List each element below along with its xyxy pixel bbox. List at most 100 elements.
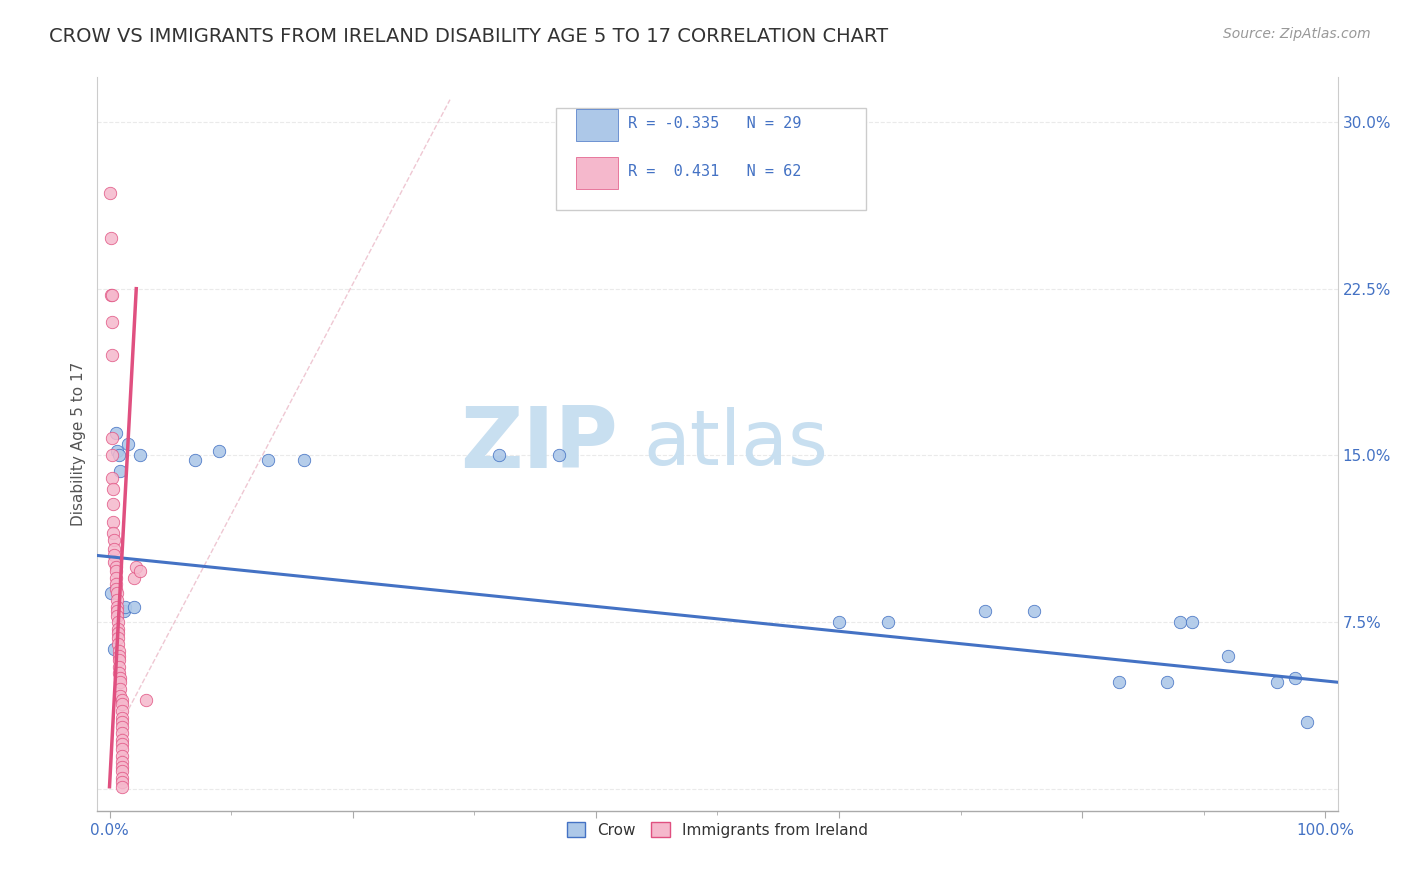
Point [103,541,125,556]
Point [105,444,128,458]
Point [108,653,131,667]
Point [101,515,124,529]
Point [101,348,124,362]
FancyBboxPatch shape [576,157,619,189]
Text: R =  0.431   N = 62: R = 0.431 N = 62 [628,164,801,179]
Point [110,464,132,478]
Point [108,659,131,673]
Point [208,444,231,458]
Point [1265,675,1288,690]
Point [129,564,152,578]
Point [183,453,205,467]
Point [107,626,129,640]
Point [111,780,134,794]
Point [111,760,134,774]
Text: ZIP: ZIP [461,403,619,486]
Point [108,644,131,658]
Point [828,615,851,630]
Point [101,315,124,329]
Point [112,604,135,618]
FancyBboxPatch shape [557,108,866,210]
Point [111,748,134,763]
Point [111,733,134,747]
Point [111,704,134,718]
Point [100,230,122,244]
Point [105,593,128,607]
Point [101,470,124,484]
Point [111,775,134,789]
Point [110,681,132,696]
Point [100,288,122,302]
Point [107,631,129,645]
Point [105,604,128,618]
Point [876,615,898,630]
Y-axis label: Disability Age 5 to 17: Disability Age 5 to 17 [72,362,86,526]
Point [108,449,131,463]
Point [98,186,121,200]
Point [110,689,132,703]
Point [1108,675,1130,690]
Point [108,648,131,663]
Point [1156,675,1178,690]
Point [103,555,125,569]
Point [104,564,127,578]
Point [105,586,128,600]
Point [111,764,134,779]
Point [1296,715,1319,730]
Point [107,622,129,636]
Point [111,720,134,734]
Point [110,671,132,685]
Point [292,453,315,467]
Text: Source: ZipAtlas.com: Source: ZipAtlas.com [1223,27,1371,41]
Point [111,742,134,756]
Point [122,599,145,614]
Point [108,666,131,681]
Point [103,641,125,656]
Point [125,559,148,574]
Point [974,604,997,618]
Point [101,497,124,511]
Point [114,599,136,614]
Point [256,453,278,467]
Point [105,599,128,614]
Point [111,738,134,752]
Legend: Crow, Immigrants from Ireland: Crow, Immigrants from Ireland [561,815,875,844]
Text: atlas: atlas [643,408,828,482]
Point [107,615,129,630]
Point [104,426,127,441]
Point [111,756,134,770]
Point [103,533,125,547]
Point [111,693,134,707]
Point [104,571,127,585]
Point [101,431,124,445]
Point [101,449,124,463]
Point [122,571,145,585]
Point [104,559,127,574]
Point [101,482,124,496]
Point [107,637,129,651]
Point [1218,648,1240,663]
Point [129,449,152,463]
Point [105,608,128,623]
Point [111,698,134,712]
Point [1284,671,1306,685]
Point [111,715,134,730]
Text: R = -0.335   N = 29: R = -0.335 N = 29 [628,116,801,131]
Point [1181,615,1204,630]
Point [1022,604,1045,618]
Point [101,526,124,541]
Point [135,693,157,707]
Point [1168,615,1191,630]
Point [103,549,125,563]
Point [104,582,127,596]
Point [111,711,134,725]
Point [117,437,139,451]
FancyBboxPatch shape [576,109,619,141]
Point [111,771,134,785]
Point [488,449,510,463]
Text: CROW VS IMMIGRANTS FROM IRELAND DISABILITY AGE 5 TO 17 CORRELATION CHART: CROW VS IMMIGRANTS FROM IRELAND DISABILI… [49,27,889,45]
Point [110,675,132,690]
Point [111,726,134,740]
Point [101,288,124,302]
Point [100,586,122,600]
